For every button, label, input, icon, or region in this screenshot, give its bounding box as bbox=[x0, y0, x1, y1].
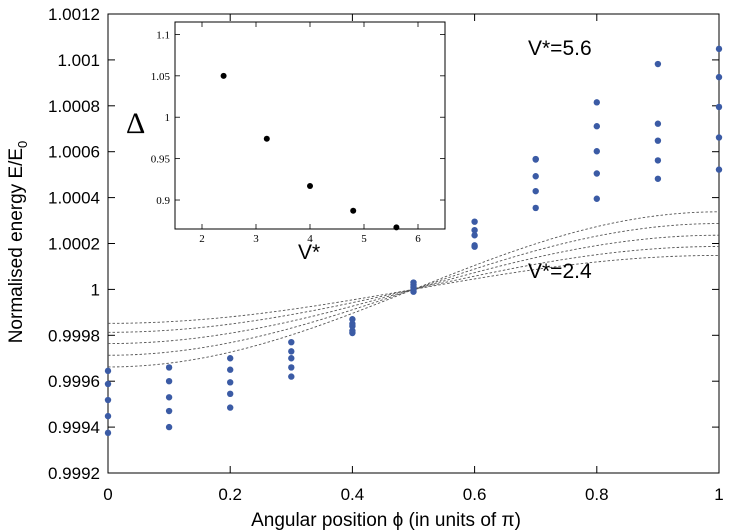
inset-y-tick-label: 1.1 bbox=[156, 29, 170, 41]
data-point bbox=[593, 170, 600, 177]
data-point bbox=[349, 316, 356, 323]
main-tick-labels: 0 0.2 0.4 0.6 0.8 1 0.9992 0.9994 0.9996 0.9998 1 1… bbox=[48, 5, 724, 504]
data-point bbox=[715, 166, 723, 173]
inset-data-point bbox=[263, 135, 270, 142]
y-tick-label: 0.9996 bbox=[48, 372, 100, 391]
inset-x-tick-label: 5 bbox=[361, 233, 367, 245]
data-point bbox=[104, 412, 112, 420]
data-point bbox=[349, 327, 356, 334]
x-tick-label: 0.4 bbox=[341, 485, 365, 504]
inset-y-tick-label: 0.9 bbox=[156, 195, 170, 207]
data-point bbox=[165, 407, 173, 415]
data-point bbox=[532, 187, 539, 195]
data-point bbox=[227, 390, 234, 398]
x-tick-label: 0.8 bbox=[585, 485, 609, 504]
data-point bbox=[165, 378, 173, 385]
inset-y-tick-label: 1.05 bbox=[151, 71, 171, 83]
data-point bbox=[165, 394, 173, 401]
x-tick-label: 0.6 bbox=[463, 485, 487, 504]
x-tick-label: 1 bbox=[714, 485, 723, 504]
data-point bbox=[532, 155, 539, 163]
data-point bbox=[654, 120, 662, 127]
inset-x-axis-label: V* bbox=[298, 241, 320, 264]
x-tick-label: 0 bbox=[103, 485, 112, 504]
data-point bbox=[104, 380, 112, 388]
data-point bbox=[715, 73, 723, 81]
annotation-top-series: V*=5.6 bbox=[528, 37, 592, 60]
x-tick-label: 0.2 bbox=[218, 485, 242, 504]
inset-axis-ticks bbox=[175, 22, 445, 229]
data-point bbox=[104, 367, 112, 375]
data-point bbox=[532, 173, 539, 180]
y-tick-label: 0.9998 bbox=[48, 326, 100, 345]
inset-x-tick-label: 3 bbox=[253, 233, 259, 245]
inset-data-point bbox=[220, 72, 227, 79]
data-point bbox=[165, 364, 173, 371]
inset-data-point bbox=[350, 207, 357, 214]
inset-frame bbox=[174, 21, 446, 230]
y-tick-label: 1.001 bbox=[57, 51, 100, 70]
data-point bbox=[654, 175, 662, 182]
data-point bbox=[227, 404, 234, 411]
data-point bbox=[104, 396, 112, 404]
data-point bbox=[593, 195, 600, 202]
data-point bbox=[471, 243, 478, 250]
data-point bbox=[715, 134, 723, 141]
data-point bbox=[165, 423, 173, 431]
data-point bbox=[654, 157, 662, 164]
y-tick-label: 1.0006 bbox=[48, 143, 100, 162]
data-point bbox=[227, 355, 234, 362]
inset-data-points bbox=[220, 72, 400, 231]
y-tick-label: 1.0004 bbox=[48, 189, 100, 208]
main-data-points bbox=[104, 45, 723, 437]
y-tick-label: 1.0002 bbox=[48, 235, 100, 254]
inset-x-tick-label: 4 bbox=[307, 233, 313, 245]
y-tick-label: 0.9992 bbox=[48, 464, 100, 483]
y-axis-label-subscript: 0 bbox=[15, 141, 30, 148]
inset-data-point bbox=[307, 182, 313, 189]
data-point bbox=[349, 320, 356, 328]
inset-y-tick-label: 1 bbox=[165, 112, 171, 124]
data-point bbox=[288, 364, 295, 371]
y-tick-label: 1 bbox=[91, 280, 100, 299]
inset-tick-labels: 2 3 4 5 6 0.9 0.95 1 1.05 1.1 bbox=[151, 29, 422, 245]
data-point bbox=[593, 123, 600, 130]
data-point bbox=[227, 366, 234, 373]
x-axis-label: Angular position ϕ (in units of π) bbox=[251, 510, 521, 531]
data-point bbox=[104, 429, 112, 437]
inset-x-tick-label: 6 bbox=[415, 233, 421, 245]
data-point bbox=[227, 379, 234, 386]
y-tick-label: 1.0008 bbox=[48, 97, 100, 116]
data-point bbox=[654, 60, 662, 68]
data-point bbox=[471, 232, 478, 239]
y-tick-label: 0.9994 bbox=[48, 418, 100, 437]
data-point bbox=[288, 373, 295, 380]
data-point bbox=[654, 137, 662, 144]
data-point bbox=[288, 338, 295, 346]
data-point bbox=[471, 226, 478, 234]
data-point bbox=[593, 148, 600, 155]
data-point bbox=[532, 204, 539, 212]
inset-y-tick-label: 0.95 bbox=[151, 154, 171, 166]
data-point bbox=[288, 355, 295, 362]
inset-x-tick-label: 2 bbox=[199, 233, 205, 245]
data-point bbox=[471, 218, 478, 225]
annotation-bottom-series: V*=2.4 bbox=[528, 260, 592, 283]
data-point bbox=[288, 348, 295, 355]
y-tick-label: 1.0012 bbox=[48, 5, 100, 24]
data-point bbox=[410, 279, 417, 286]
data-point bbox=[715, 45, 723, 53]
inset-data-point bbox=[393, 224, 400, 231]
data-point bbox=[593, 99, 600, 106]
data-point bbox=[715, 103, 723, 111]
inset-y-axis-label: Δ bbox=[126, 107, 145, 140]
y-axis-label: Normalised energy E/E0 bbox=[6, 141, 30, 344]
